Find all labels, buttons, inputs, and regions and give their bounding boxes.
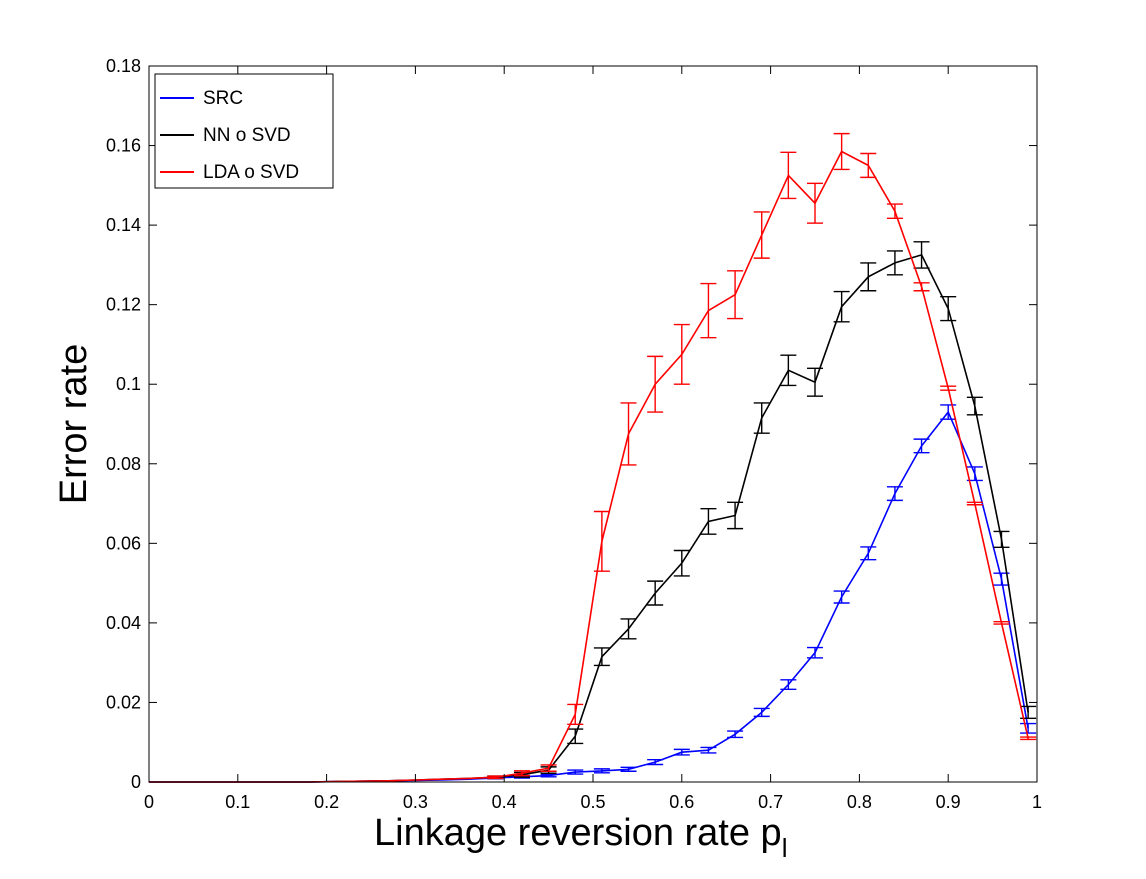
error-bar-lda-o-svd	[886, 203, 903, 220]
y-axis: 0 0.02 0.04 0.06 0.08 0.1 0.12 0.14 0.16 0.18	[106, 56, 1037, 792]
y-axis-title: Error rate	[53, 344, 95, 504]
error-bar-nn-o-svd	[620, 618, 637, 640]
error-bar-lda-o-svd	[727, 270, 744, 320]
error-bar-nn-o-svd	[780, 354, 797, 387]
error-bar-lda-o-svd	[780, 151, 797, 200]
legend-box	[154, 73, 334, 189]
y-tick-label: 0.14	[106, 215, 141, 235]
error-bar-src	[780, 679, 797, 691]
legend-label-src: SRC	[203, 88, 243, 109]
error-bar-nn-o-svd	[753, 402, 770, 434]
x-tick-label: 0.6	[669, 792, 694, 812]
error-bar-nn-o-svd	[647, 580, 664, 606]
x-tick-label: 0	[144, 792, 154, 812]
error-bar-lda-o-svd	[593, 510, 610, 572]
error-bar-src	[940, 404, 957, 420]
x-tick-label: 0.2	[314, 792, 339, 812]
error-bar-lda-o-svd	[966, 501, 983, 506]
x-axis: 0 0.1 0.2 0.3 0.4 0.5 0.6 0.7 0.8 0.9 1	[144, 66, 1042, 812]
error-bar-lda-o-svd	[913, 282, 930, 292]
error-bar-src	[833, 590, 850, 604]
x-tick-label: 1	[1032, 792, 1042, 812]
error-bar-src	[886, 486, 903, 502]
error-bar-src	[807, 646, 823, 659]
error-bar-nn-o-svd	[886, 250, 903, 276]
error-bar-src	[673, 748, 690, 756]
error-bar-src	[727, 730, 744, 739]
y-tick-label: 0.08	[106, 454, 141, 474]
error-bar-lda-o-svd	[833, 132, 850, 171]
error-bar-nn-o-svd	[993, 530, 1010, 549]
legend: SRC NN o SVD LDA o SVD	[154, 73, 334, 189]
error-bar-lda-o-svd	[860, 152, 877, 179]
error-bar-nn-o-svd	[833, 290, 850, 323]
error-bar-src	[1020, 722, 1037, 734]
error-bar-lda-o-svd	[540, 764, 557, 772]
x-tick-label: 0.1	[225, 792, 250, 812]
y-tick-label: 0	[131, 772, 141, 792]
error-bar-lda-o-svd	[1020, 736, 1037, 741]
x-tick-label: 0.7	[758, 792, 783, 812]
y-tick-label: 0.18	[106, 56, 141, 76]
legend-label-lda-svd: LDA o SVD	[203, 162, 299, 183]
y-tick-label: 0.02	[106, 692, 141, 712]
error-bar-src	[913, 438, 930, 454]
series-lda-o-svd	[149, 132, 1037, 783]
x-tick-label: 0.8	[847, 792, 872, 812]
error-bar-lda-o-svd	[753, 211, 770, 259]
error-bar-nn-o-svd	[913, 241, 930, 269]
error-bar-lda-o-svd	[620, 402, 637, 466]
error-bar-src	[647, 759, 664, 766]
error-bar-lda-o-svd	[487, 775, 504, 780]
error-bar-lda-o-svd	[807, 182, 823, 224]
x-axis-title: Linkage reversion rate pl	[374, 812, 787, 863]
error-bar-nn-o-svd	[940, 296, 957, 322]
x-axis-title-main: Linkage reversion rate p	[374, 812, 782, 854]
legend-label-nn-svd: NN o SVD	[203, 125, 291, 146]
error-bar-lda-o-svd	[513, 770, 530, 777]
error-bar-nn-o-svd	[966, 396, 983, 416]
error-bar-lda-o-svd	[700, 282, 717, 339]
error-bar-src	[593, 768, 610, 774]
error-bar-src	[753, 707, 770, 718]
y-tick-label: 0.06	[106, 533, 141, 553]
error-bar-src	[700, 746, 717, 754]
y-tick-label: 0.1	[116, 374, 141, 394]
error-bar-nn-o-svd	[567, 728, 584, 745]
error-bar-nn-o-svd	[673, 549, 690, 577]
error-bar-nn-o-svd	[807, 367, 823, 397]
error-bar-src	[567, 769, 584, 775]
x-tick-label: 0.3	[403, 792, 428, 812]
error-bar-nn-o-svd	[727, 501, 744, 530]
error-bar-lda-o-svd	[647, 355, 664, 413]
x-tick-label: 0.9	[936, 792, 961, 812]
error-bar-lda-o-svd	[673, 323, 690, 385]
error-bar-lda-o-svd	[940, 385, 957, 391]
error-bar-nn-o-svd	[700, 508, 717, 535]
x-tick-label: 0.5	[580, 792, 605, 812]
x-axis-title-subscript: l	[782, 833, 788, 863]
y-tick-label: 0.04	[106, 613, 141, 633]
error-bar-src	[860, 546, 877, 561]
error-bar-lda-o-svd	[993, 620, 1010, 625]
error-bar-nn-o-svd	[593, 647, 610, 667]
error-bar-lda-o-svd	[567, 703, 584, 726]
y-tick-label: 0.12	[106, 295, 141, 315]
error-bar-src	[620, 766, 637, 772]
error-bar-nn-o-svd	[860, 262, 877, 292]
x-tick-label: 0.4	[492, 792, 517, 812]
y-tick-label: 0.16	[106, 136, 141, 156]
error-bar-src	[540, 773, 557, 778]
